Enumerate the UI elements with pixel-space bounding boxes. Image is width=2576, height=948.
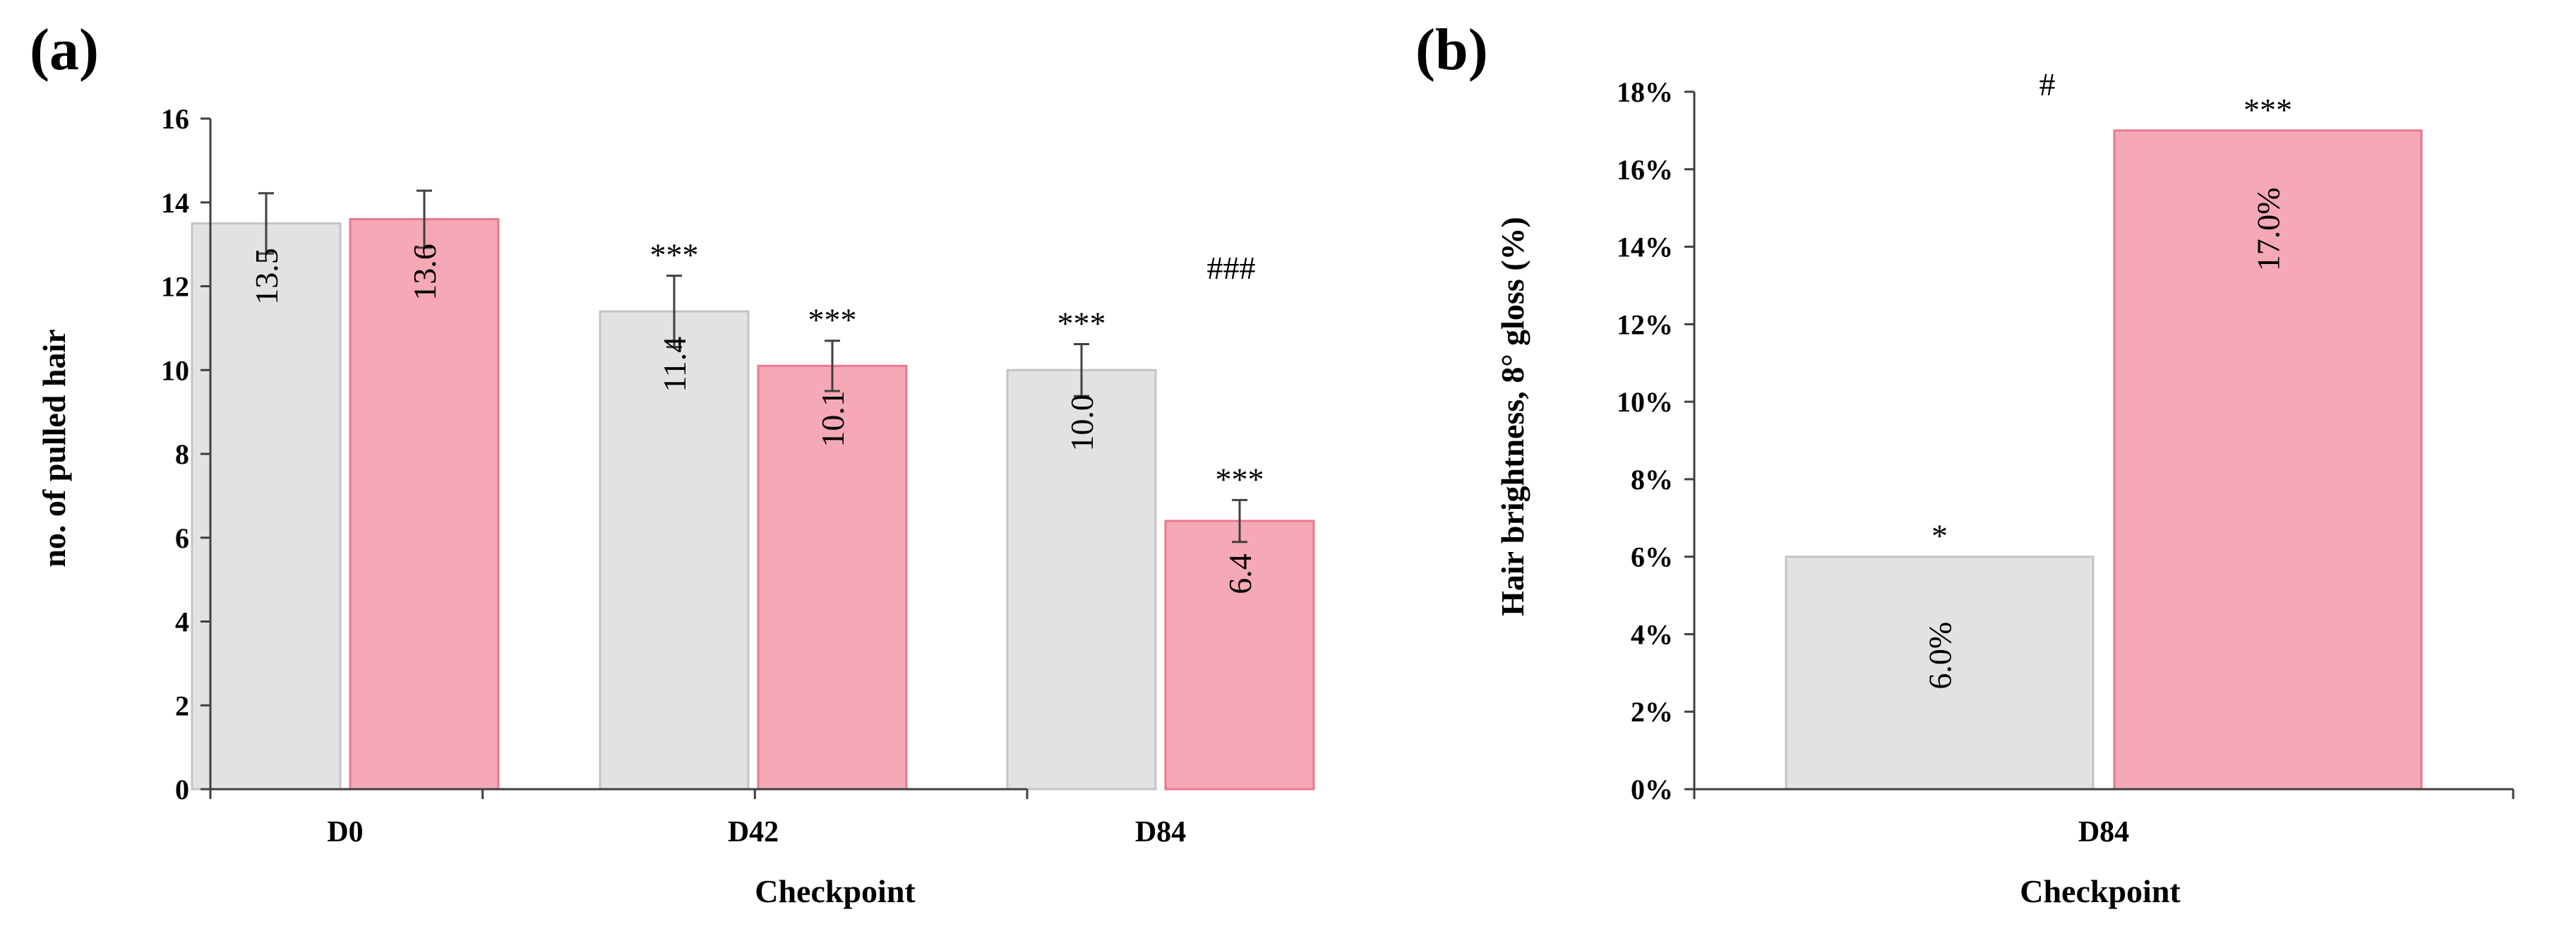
chart-a-bar-d0-s2: [349, 218, 500, 791]
chart-b-annotation-d84-s2: ***: [2243, 92, 2292, 128]
chart-a-value-label-d0-s2: 13.6: [407, 244, 443, 301]
chart-b-value-label-d84-s2: 17.0%: [2251, 187, 2287, 271]
chart-a-annotation-d42-s1: ***: [650, 237, 699, 273]
chart-b-plot-area: 6.0% * 17.0% *** # D84 0% 2% 4% 6% 8% 10% 12% 14% 16% 1…: [1617, 66, 2515, 848]
chart-b-xlabel: Checkpoint: [2020, 873, 2181, 909]
panel-a-letter: (a): [30, 17, 99, 83]
chart-a-annotation-d42-s2: ***: [808, 302, 857, 338]
chart-b-group-annotation-d84: #: [2039, 66, 2056, 102]
chart-a-value-label-d84-s1: 10.0: [1064, 395, 1100, 452]
chart-b-y-tick-label: 16%: [1617, 154, 1673, 186]
chart-b-y-tick-label: 0%: [1631, 774, 1673, 805]
chart-a-y-tick-label: 10: [161, 354, 189, 386]
chart-b-bar-d84-s2: [2113, 129, 2423, 791]
chart-b-category-label-d84: D84: [2078, 816, 2129, 848]
chart-a-y-tick-label: 12: [161, 271, 189, 303]
chart-a-y-tick-label: 14: [161, 187, 189, 219]
chart-a-y-tick-label: 6: [175, 522, 189, 554]
chart-a-annotation-d84-s1: ***: [1058, 305, 1106, 341]
chart-b-value-label-d84-s1: 6.0%: [1922, 622, 1958, 690]
chart-a-y-tick-label: 4: [175, 606, 189, 638]
chart-a-group-annotation-d84: ###: [1207, 250, 1256, 286]
chart-b-y-tick-label: 4%: [1631, 618, 1673, 650]
chart-b-y-tick-label: 14%: [1617, 232, 1673, 263]
panel-b-letter: (b): [1415, 17, 1488, 83]
chart-b-y-tick-label: 18%: [1617, 76, 1673, 108]
chart-a-y-tick-label: 8: [175, 438, 189, 470]
chart-a-value-label-d0-s1: 13.5: [248, 248, 284, 305]
chart-b: (b) Hair brightness, 8° gloss (%) Checkp…: [1415, 17, 2515, 909]
chart-a-value-label-d42-s1: 11.4: [657, 337, 693, 392]
chart-a-value-label-d84-s2: 6.4: [1222, 553, 1258, 594]
chart-b-y-tick-label: 10%: [1617, 386, 1673, 418]
chart-a-category-label-d0: D0: [327, 816, 363, 848]
chart-b-annotation-d84-s1: *: [1931, 518, 1948, 554]
chart-a-bar-d0-s1: [191, 222, 342, 791]
chart-b-ylabel: Hair brightness, 8° gloss (%): [1494, 217, 1530, 616]
chart-a-category-label-d42: D42: [728, 816, 779, 848]
chart-b-y-tick-label: 2%: [1631, 696, 1673, 728]
chart-b-bar-d84-s1: [1785, 556, 2095, 791]
chart-a-plot-area: 13.5 13.6 D0 11.4 *** 10.1 *** D42 10.0 *** 6.4 ***…: [161, 103, 1315, 848]
chart-a-y-tick-label: 2: [175, 690, 189, 721]
chart-a-bar-d84-s2: [1164, 520, 1315, 791]
chart-a-y-tick-label: 0: [175, 774, 189, 805]
chart-a-annotation-d84-s2: ***: [1216, 461, 1264, 497]
chart-a: (a) no. of pulled hair Checkpoint 13.5 13…: [30, 17, 1315, 909]
chart-b-y-tick-label: 6%: [1631, 541, 1673, 573]
chart-a-category-label-d84: D84: [1135, 816, 1186, 848]
chart-a-ylabel: no. of pulled hair: [36, 329, 72, 567]
chart-b-y-tick-label: 8%: [1631, 464, 1673, 496]
chart-a-xlabel: Checkpoint: [755, 873, 916, 909]
chart-a-y-tick-label: 16: [161, 103, 189, 135]
chart-b-y-tick-label: 12%: [1617, 308, 1673, 340]
chart-a-value-label-d42-s2: 10.1: [815, 390, 851, 448]
